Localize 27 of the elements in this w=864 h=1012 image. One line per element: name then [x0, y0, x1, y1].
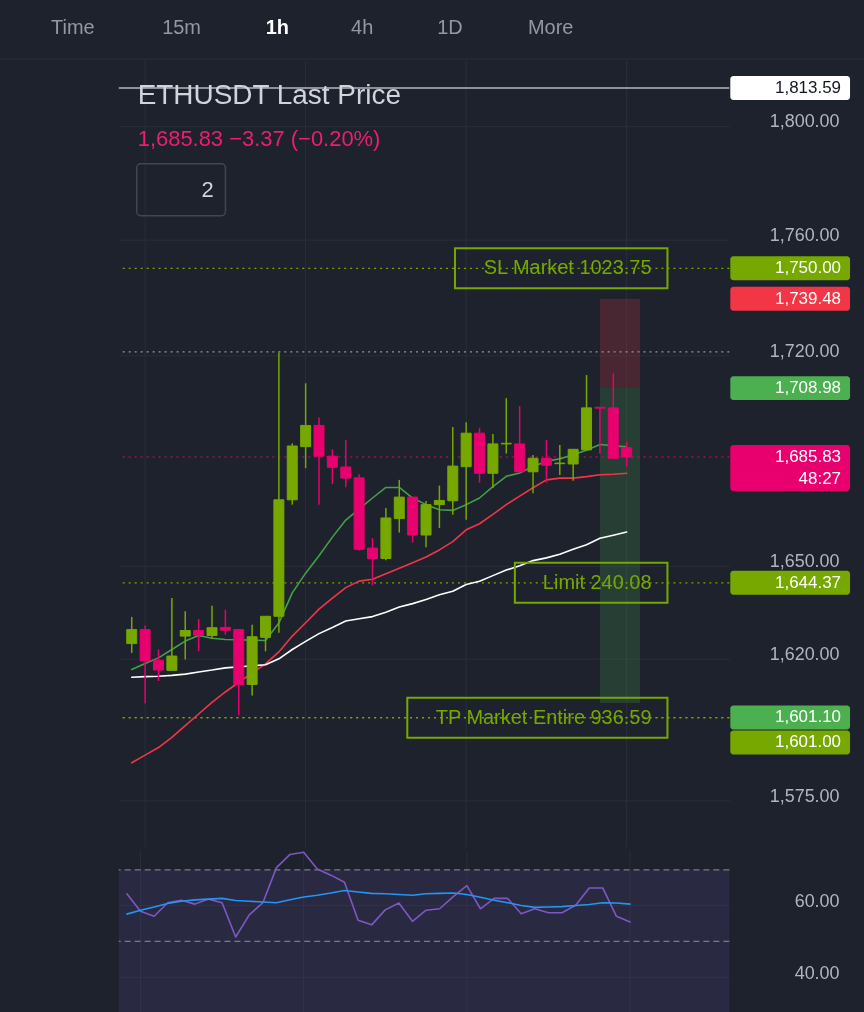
ref-line-label: 1,750.00	[775, 258, 842, 278]
text: 1D	[437, 16, 463, 39]
text: 1,685.83 −3.37 (−0.20%)	[137, 125, 381, 151]
ref-line-label: 1,685.83 48:27	[775, 446, 842, 488]
text: 4h	[351, 16, 374, 39]
text: 1,739.48	[775, 288, 842, 308]
text: Time	[51, 16, 95, 39]
text: More	[528, 16, 574, 39]
y-tick-label: 60.00	[794, 891, 840, 912]
y-tick-label: 1,650.00	[769, 551, 840, 572]
y-tick-label: 1,620.00	[769, 643, 840, 664]
text: 15m	[162, 16, 201, 39]
y-tick-label: 1,800.00	[769, 111, 840, 132]
ref-line-label: 1,601.00	[775, 732, 842, 752]
y-tick-label: 1,575.00	[769, 785, 840, 806]
text: 1h	[265, 16, 289, 39]
text: 1,708.98	[775, 378, 842, 398]
ref-line-label: 1,601.10	[775, 707, 842, 727]
y-tick-label: 1,760.00	[769, 225, 840, 246]
y-tick-label: 40.00	[794, 962, 840, 983]
ref-line-label: 1,644.37	[775, 572, 842, 592]
annotation: SL Market 1023.75	[483, 256, 652, 279]
annotation: TP Market Entire 936.59	[435, 705, 652, 728]
ref-line-label: 1,813.59	[775, 77, 842, 97]
y-tick-label: 1,720.00	[769, 341, 840, 362]
annotation: Limit 240.08	[542, 570, 652, 593]
annotation: 2	[201, 176, 214, 202]
